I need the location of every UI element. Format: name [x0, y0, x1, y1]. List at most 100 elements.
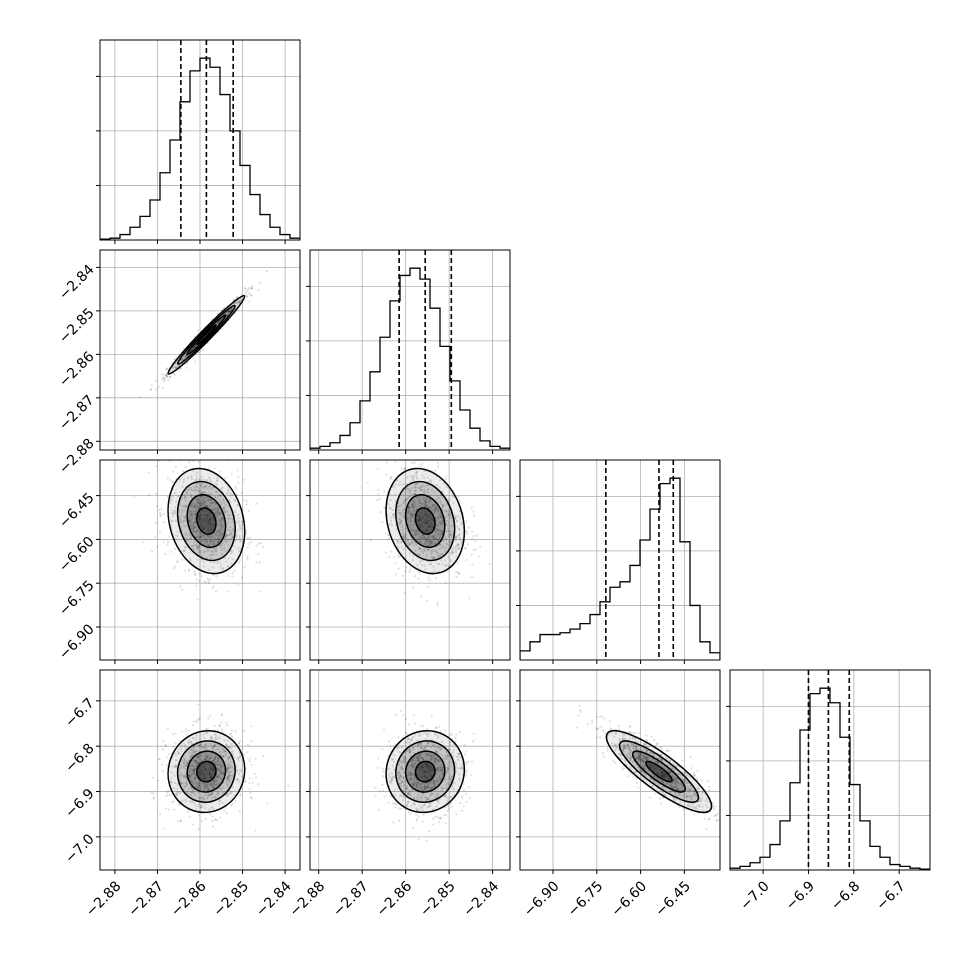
scatter-point — [212, 779, 215, 782]
scatter-point — [192, 720, 195, 723]
scatter-point — [400, 512, 403, 515]
scatter-point — [420, 537, 423, 540]
scatter-point — [413, 782, 416, 785]
scatter-point — [423, 548, 426, 551]
scatter-point — [427, 797, 430, 801]
scatter-point — [437, 529, 440, 532]
scatter-point — [399, 521, 402, 524]
scatter-point — [439, 769, 443, 772]
scatter-point — [241, 508, 245, 512]
scatter-point — [421, 789, 424, 792]
scatter-point — [167, 752, 170, 756]
scatter-point — [398, 807, 401, 810]
scatter-point — [220, 746, 224, 750]
contour-line — [404, 493, 446, 549]
scatter-point — [172, 745, 175, 749]
scatter-point — [414, 529, 417, 533]
scatter-point — [398, 795, 402, 798]
scatter-point — [204, 501, 208, 504]
scatter-point — [376, 498, 379, 502]
scatter-point — [374, 786, 377, 789]
panel-content — [100, 250, 300, 450]
scatter-point — [408, 542, 412, 546]
panel-content — [520, 460, 720, 660]
scatter-point — [184, 798, 187, 801]
scatter-point — [182, 480, 185, 484]
scatter-point — [173, 774, 176, 777]
scatter-point — [173, 547, 177, 551]
scatter-point — [631, 760, 634, 764]
scatter-point — [404, 570, 407, 573]
scatter-point — [216, 516, 219, 519]
scatter-point — [402, 548, 405, 551]
scatter-point — [173, 512, 177, 515]
scatter-point — [213, 547, 216, 550]
scatter-point — [198, 535, 201, 539]
scatter-point — [200, 768, 204, 771]
scatter-point — [409, 771, 413, 775]
scatter-point — [162, 541, 165, 544]
scatter-point — [217, 539, 220, 542]
scatter-point — [173, 752, 176, 755]
scatter-point — [222, 747, 225, 751]
scatter-point — [183, 549, 187, 552]
y-tick-label: −2.86 — [56, 349, 98, 391]
panel-frame — [99, 459, 301, 661]
scatter-point — [459, 538, 462, 541]
scatter-point — [197, 545, 200, 548]
scatter-point — [210, 492, 213, 496]
scatter-point — [411, 486, 414, 490]
scatter-point — [427, 524, 430, 528]
scatter-point — [418, 769, 421, 772]
scatter-point — [199, 521, 202, 524]
scatter-point — [193, 770, 196, 773]
scatter-point — [411, 773, 414, 776]
scatter-point — [203, 538, 206, 541]
scatter-point — [415, 470, 418, 474]
scatter-point — [186, 491, 189, 494]
scatter-point — [181, 485, 184, 488]
scatter-point — [192, 510, 195, 513]
scatter-point — [444, 822, 447, 825]
scatter-point — [201, 805, 204, 808]
scatter-point — [470, 760, 473, 763]
scatter-point — [464, 529, 467, 532]
scatter-point — [206, 784, 209, 788]
scatter-point — [191, 737, 194, 740]
scatter-point — [166, 543, 169, 546]
scatter-point — [437, 551, 440, 554]
scatter-point — [190, 780, 193, 783]
scatter-point — [465, 558, 468, 562]
scatter-point — [389, 745, 392, 748]
scatter-point — [171, 514, 175, 517]
scatter-point — [222, 499, 225, 502]
scatter-point — [226, 768, 230, 771]
scatter-point — [250, 294, 254, 297]
scatter-point — [419, 795, 423, 798]
scatter-point — [441, 520, 444, 523]
scatter-point — [416, 798, 419, 801]
scatter-point — [198, 505, 201, 509]
scatter-point — [190, 754, 193, 758]
scatter-point — [641, 759, 644, 763]
scatter-point — [175, 560, 178, 564]
scatter-point — [203, 500, 206, 503]
scatter-point — [222, 498, 225, 501]
scatter-point — [417, 766, 421, 770]
scatter-point — [456, 535, 459, 538]
scatter-point — [209, 764, 212, 768]
scatter-point — [183, 494, 187, 498]
scatter-point — [210, 796, 213, 800]
scatter-point — [429, 781, 432, 784]
scatter-point — [411, 826, 415, 829]
scatter-point — [586, 722, 590, 726]
scatter-point — [229, 732, 232, 736]
scatter-point — [451, 524, 454, 528]
scatter-point — [397, 541, 400, 544]
scatter-point — [692, 773, 695, 776]
scatter-point — [193, 761, 196, 764]
scatter-point — [431, 738, 434, 742]
scatter-point — [217, 769, 220, 772]
scatter-point — [187, 729, 190, 733]
scatter-point — [415, 533, 418, 536]
